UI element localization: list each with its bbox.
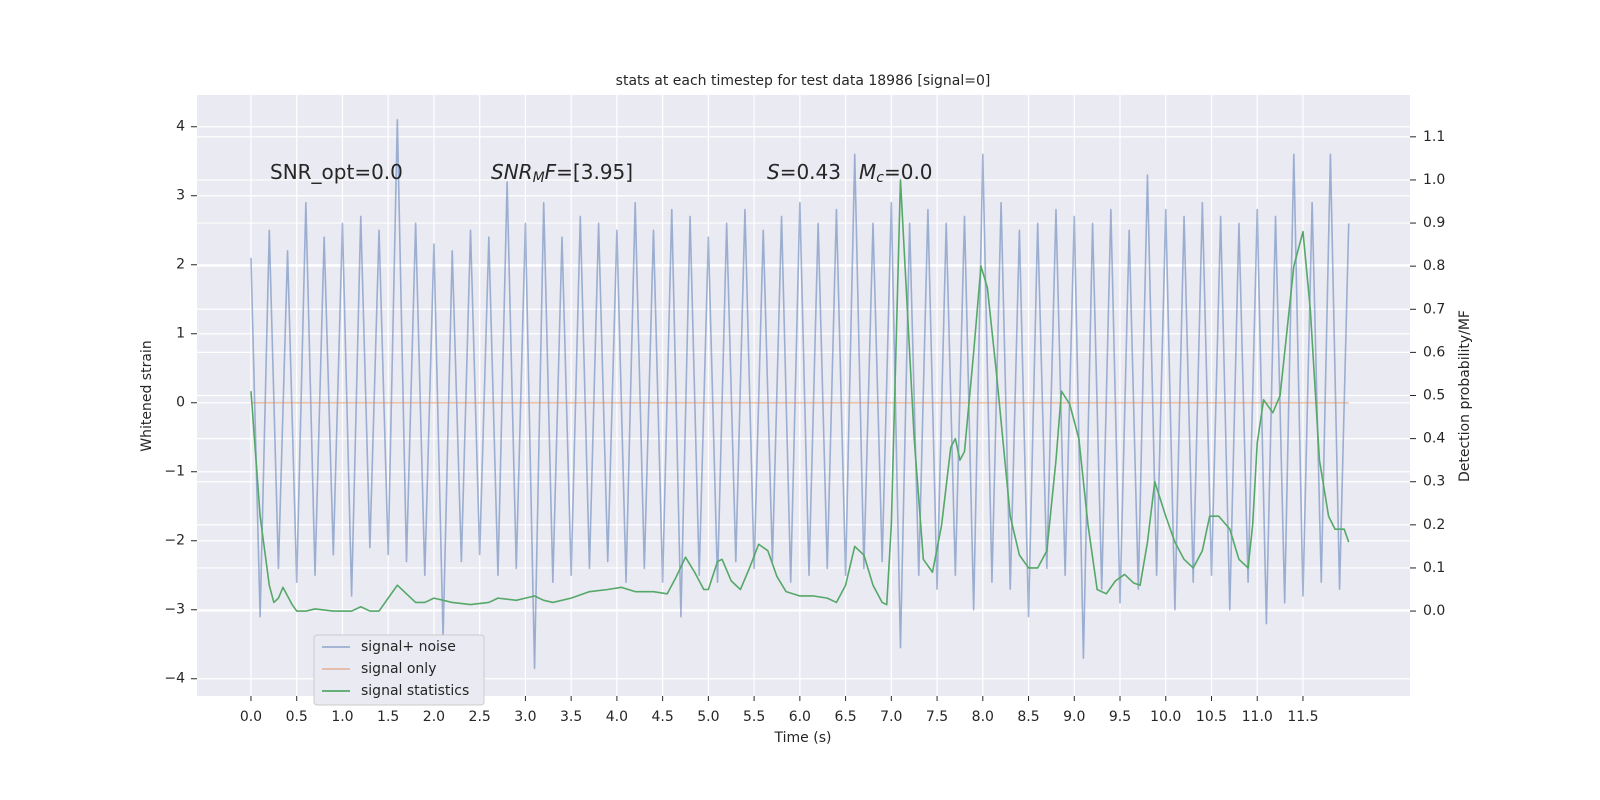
y-axis-label: Whitened strain [139,340,155,451]
y-tick-label: 1 [176,326,185,342]
y-tick-label: −1 [164,464,185,480]
y2-tick-label: 0.5 [1423,388,1445,404]
x-tick-label: 5.5 [743,709,765,725]
annotation-part: S [767,160,780,184]
legend-box [313,634,485,706]
y2-tick-label: 1.1 [1423,129,1445,145]
y2-tick-label: 0.2 [1423,517,1445,533]
annotation-part: =0.0 [884,160,933,184]
x-tick-label: 2.5 [469,709,491,725]
y2-tick-label: 0.7 [1423,301,1445,317]
x-tick-label: 3.5 [560,709,582,725]
x-tick-label: 0.0 [240,709,262,725]
x-tick-label: 0.5 [286,709,308,725]
x-tick-label: 10.0 [1150,709,1181,725]
annotation: S=0.43 [767,160,841,184]
annotation-part: F [545,160,557,184]
x-tick-label: 9.0 [1063,709,1085,725]
y2-axis-label: Detection probability/MF [1457,310,1473,482]
legend-label: signal+ noise [361,639,456,655]
x-tick-label: 5.0 [697,709,719,725]
annotation-part: SNR_opt=0.0 [270,160,403,184]
x-tick-label: 4.5 [651,709,673,725]
x-tick-label: 3.0 [514,709,536,725]
y-tick-label: 4 [176,119,185,135]
annotation: SNR_opt=0.0 [270,160,403,184]
annotation-part: M [533,170,545,186]
x-tick-label: 1.0 [331,709,353,725]
annotation-part: =0.43 [780,160,841,184]
x-tick-label: 7.5 [926,709,948,725]
y2-tick-label: 1.0 [1423,172,1445,188]
x-tick-label: 9.5 [1109,709,1131,725]
x-tick-label: 1.5 [377,709,399,725]
x-tick-label: 8.0 [972,709,994,725]
y-tick-label: −4 [164,671,185,687]
y2-tick-label: 0.3 [1423,474,1445,490]
annotation-part: c [876,170,884,186]
annotation: SNRMF=[3.95] [491,160,633,187]
y-tick-label: −2 [164,533,185,549]
annotation-part: =[3.95] [556,160,633,184]
y2-tick-label: 0.9 [1423,215,1445,231]
y-tick-label: 0 [176,395,185,411]
annotation-part: M [859,160,876,184]
y-tick-label: −3 [164,602,185,618]
chart-title: stats at each timestep for test data 189… [616,73,991,89]
y2-tick-label: 0.0 [1423,603,1445,619]
x-tick-label: 6.0 [789,709,811,725]
x-tick-label: 7.0 [880,709,902,725]
x-tick-label: 10.5 [1196,709,1227,725]
y-tick-label: 2 [176,257,185,273]
y2-tick-label: 0.6 [1423,344,1445,360]
y-tick-label: 3 [176,188,185,204]
x-tick-label: 2.0 [423,709,445,725]
x-tick-label: 8.5 [1017,709,1039,725]
y2-tick-label: 0.8 [1423,258,1445,274]
x-tick-label: 4.0 [606,709,628,725]
y2-tick-label: 0.1 [1423,560,1445,576]
x-axis-label: Time (s) [774,730,832,746]
x-tick-label: 6.5 [834,709,856,725]
x-tick-label: 11.5 [1287,709,1318,725]
annotation: Mc=0.0 [859,160,933,187]
x-tick-label: 11.0 [1242,709,1273,725]
y2-tick-label: 0.4 [1423,431,1445,447]
series-line [250,179,1350,612]
annotation-part: SNR [491,160,533,184]
legend-label: signal only [361,661,436,677]
series-line [250,119,1350,670]
legend-label: signal statistics [361,683,469,699]
